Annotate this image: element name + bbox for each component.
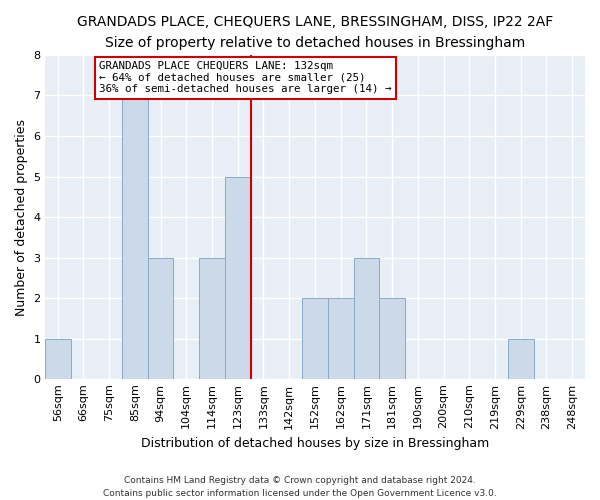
Title: GRANDADS PLACE, CHEQUERS LANE, BRESSINGHAM, DISS, IP22 2AF
Size of property rela: GRANDADS PLACE, CHEQUERS LANE, BRESSINGH… [77, 15, 553, 50]
Bar [122, 96, 148, 380]
Text: GRANDADS PLACE CHEQUERS LANE: 132sqm
← 64% of detached houses are smaller (25)
3: GRANDADS PLACE CHEQUERS LANE: 132sqm ← 6… [99, 61, 391, 94]
Text: Contains HM Land Registry data © Crown copyright and database right 2024.
Contai: Contains HM Land Registry data © Crown c… [103, 476, 497, 498]
Bar [508, 339, 533, 380]
X-axis label: Distribution of detached houses by size in Bressingham: Distribution of detached houses by size … [141, 437, 489, 450]
Bar [148, 258, 173, 380]
Bar [45, 339, 71, 380]
Bar [379, 298, 405, 380]
Bar [353, 258, 379, 380]
Bar [302, 298, 328, 380]
Bar [225, 176, 251, 380]
Y-axis label: Number of detached properties: Number of detached properties [15, 118, 28, 316]
Bar [328, 298, 353, 380]
Bar [199, 258, 225, 380]
